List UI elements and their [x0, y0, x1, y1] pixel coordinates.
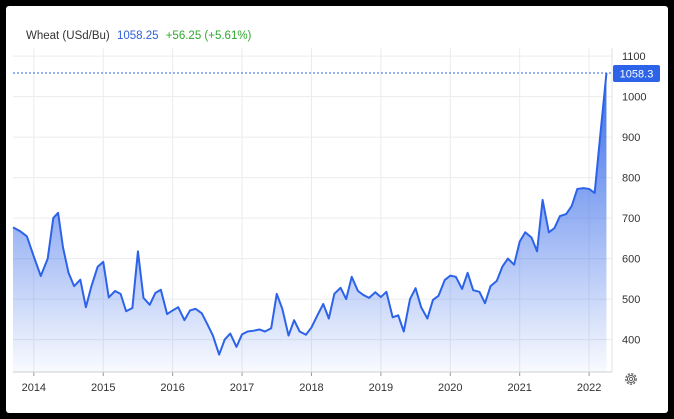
instrument-name: Wheat (USd/Bu) [26, 30, 110, 42]
y-tick-label: 1000 [622, 92, 646, 104]
x-tick-label: 2018 [299, 382, 323, 394]
last-price-badge [613, 65, 660, 83]
y-tick-label: 900 [622, 132, 640, 144]
x-tick-label: 2016 [160, 382, 184, 394]
y-tick-label: 700 [622, 213, 640, 225]
x-tick-label: 2019 [369, 382, 393, 394]
price-change: +56.25 (+5.61%) [165, 30, 252, 42]
x-tick-label: 2022 [577, 382, 601, 394]
y-tick-label: 1100 [622, 51, 646, 63]
series-line [12, 73, 608, 356]
x-tick-label: 2020 [438, 382, 462, 394]
x-tick-label: 2015 [91, 382, 115, 394]
y-tick-label: 800 [622, 173, 640, 185]
x-tick-label: 2021 [507, 382, 531, 394]
last-price: 1058.25 [116, 30, 159, 42]
x-tick-label: 2014 [22, 382, 46, 394]
last-price-label: 1058.3 [620, 69, 654, 81]
y-tick-label: 500 [622, 294, 640, 306]
series-area-fill [13, 73, 607, 373]
y-tick-label: 400 [622, 335, 640, 347]
x-tick-label: 2017 [230, 382, 254, 394]
y-tick-label: 600 [622, 254, 640, 266]
chart-header: Wheat (USd/Bu) 1058.25 +56.25 (+5.61%) [26, 30, 255, 42]
gear-icon[interactable] [623, 371, 639, 387]
